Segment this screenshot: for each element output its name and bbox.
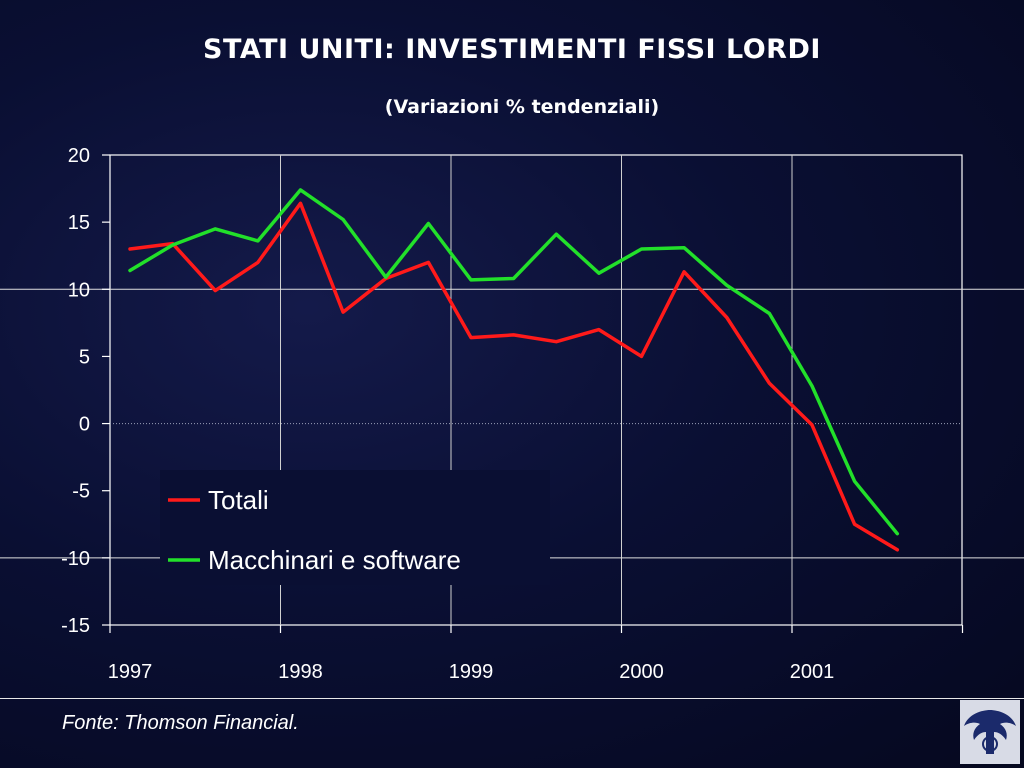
line-chart: 20 15 10 5 0 -5 -10 -15 1997 1998 1999 2000 2001 Tota… — [0, 145, 1024, 683]
y-tick-label: 0 — [79, 414, 90, 436]
y-tick-label: -5 — [72, 481, 90, 503]
x-tick-label: 1999 — [449, 661, 494, 683]
x-tick-label: 1998 — [278, 661, 323, 683]
plot-frame — [109, 154, 963, 626]
source-note: Fonte: Thomson Financial. — [62, 712, 299, 734]
y-tick-label: 5 — [79, 346, 90, 368]
eagle-emblem-icon — [960, 700, 1020, 764]
y-tick-label: 20 — [68, 145, 90, 167]
series-line-totali — [128, 201, 900, 552]
x-tick-label: 2000 — [619, 661, 664, 683]
chart-title: STATI UNITI: INVESTIMENTI FISSI LORDI — [203, 34, 821, 65]
footer-divider — [0, 698, 1024, 699]
legend-label: Totali — [208, 485, 269, 515]
x-tick-label: 1997 — [108, 661, 153, 683]
y-tick-label: 15 — [68, 212, 90, 234]
x-tick-label: 2001 — [790, 661, 835, 683]
legend-box — [160, 470, 550, 585]
legend-label: Macchinari e software — [208, 545, 461, 575]
y-tick-label: 10 — [68, 279, 90, 301]
y-tick-label: -10 — [61, 548, 90, 570]
series-line-macchinari — [128, 188, 900, 536]
chart-subtitle: (Variazioni % tendenziali) — [384, 96, 660, 118]
y-tick-label: -15 — [61, 615, 90, 637]
